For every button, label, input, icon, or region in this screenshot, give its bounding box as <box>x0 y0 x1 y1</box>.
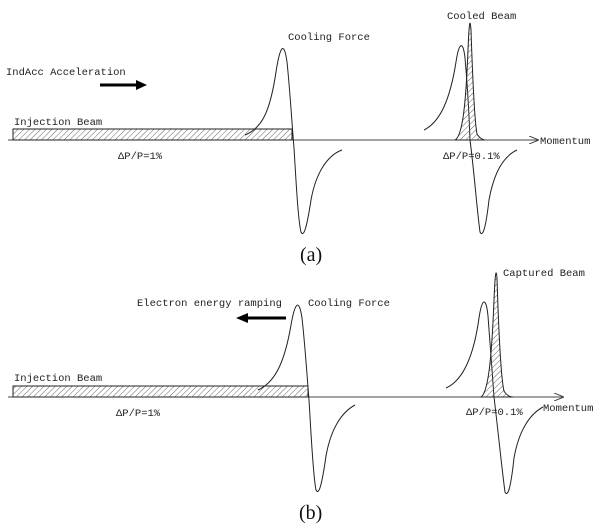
cooling-force-label: Cooling Force <box>308 298 390 310</box>
injection-beam-bar <box>12 385 309 398</box>
cooled-beam-peak <box>454 22 486 141</box>
panel-a: Momentum Injection Beam ΔP/P=1% IndAcc A… <box>6 11 590 266</box>
cooling-force-curve <box>244 48 343 234</box>
acceleration-label: IndAcc Acceleration <box>6 67 126 79</box>
captured-beam-label: Captured Beam <box>503 268 585 280</box>
wide-spread-label: ΔP/P=1% <box>118 151 163 163</box>
caption-b: (b) <box>299 502 322 524</box>
injection-beam-bar <box>12 128 293 141</box>
captured-force-lobe <box>493 396 544 494</box>
injection-beam-label: Injection Beam <box>14 117 102 129</box>
narrow-spread-label: ΔP/P=0.1% <box>443 151 500 163</box>
momentum-axis-label: Momentum <box>540 136 590 148</box>
wide-spread-label: ΔP/P=1% <box>116 408 161 420</box>
panel-b: Momentum Injection Beam ΔP/P=1% Electron… <box>8 268 593 524</box>
injection-beam-label: Injection Beam <box>14 373 102 385</box>
cooled-force-lobe <box>469 139 518 234</box>
narrow-spread-label: ΔP/P=0.1% <box>466 407 523 419</box>
ramping-arrow <box>236 313 286 323</box>
captured-beam-peak <box>479 272 514 398</box>
cooling-force-curve <box>257 304 356 492</box>
cooling-force-label: Cooling Force <box>288 32 370 44</box>
caption-a: (a) <box>300 244 322 266</box>
cooled-beam-label: Cooled Beam <box>447 11 516 23</box>
acceleration-arrow <box>100 80 147 90</box>
ramping-label: Electron energy ramping <box>137 298 282 310</box>
momentum-axis-label: Momentum <box>543 403 593 415</box>
